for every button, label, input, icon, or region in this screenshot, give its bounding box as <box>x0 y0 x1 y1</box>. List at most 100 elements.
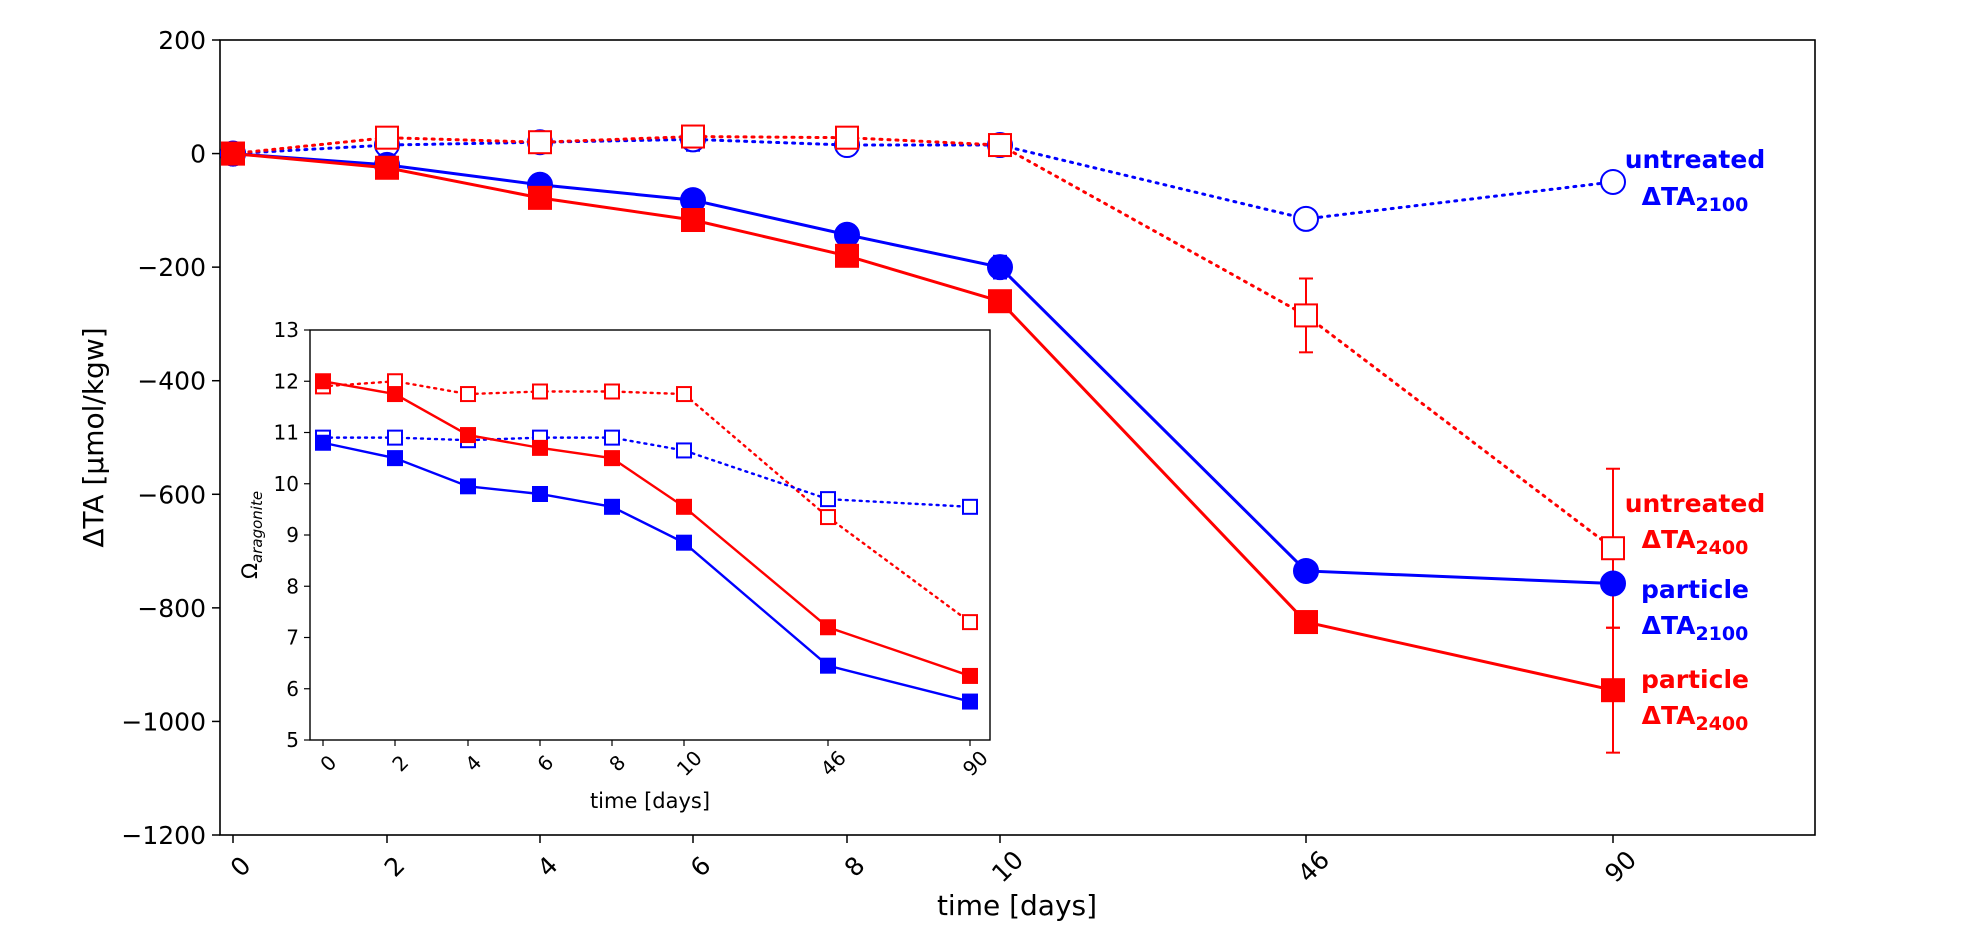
inset-data-point <box>676 534 692 551</box>
y-axis-label: ΔTA [µmol/kgw] <box>77 327 110 547</box>
inset-data-point <box>962 693 978 710</box>
x-tick-label: 10 <box>986 845 1029 888</box>
inset-series-line <box>321 380 972 624</box>
data-point <box>681 124 705 149</box>
inset-series-3 <box>315 434 978 710</box>
inset-series-line <box>321 441 972 703</box>
series-label-sub: ΔTA2100 <box>1642 182 1749 216</box>
inset-data-point <box>532 439 548 456</box>
data-point <box>528 185 552 210</box>
x-tick-label: 6 <box>685 851 717 883</box>
inset-data-point <box>962 498 978 515</box>
inset-x-tick-label: 2 <box>387 750 413 776</box>
series-label-sub: ΔTA2100 <box>1642 611 1749 645</box>
series-label: particle <box>1641 575 1749 604</box>
inset-x-axis-label: time [days] <box>590 789 710 813</box>
series-line <box>231 152 1615 692</box>
inset-y-tick-label: 7 <box>286 626 299 650</box>
inset-series-line <box>321 380 972 678</box>
inset-data-point <box>315 373 331 390</box>
inset-data-point <box>820 657 836 674</box>
data-point <box>1600 570 1626 597</box>
inset-data-point <box>604 383 620 400</box>
data-point <box>375 125 399 150</box>
inset-data-point <box>820 491 836 508</box>
series-labels: untreated ΔTA2100 untreated ΔTA2400 particle… <box>1625 145 1766 735</box>
series-3 <box>221 141 1625 754</box>
inset-data-point <box>676 442 692 459</box>
data-point <box>987 254 1013 281</box>
inset-data-point <box>460 478 476 495</box>
inset-frame <box>309 329 991 741</box>
data-point <box>1600 168 1626 195</box>
y-tick-label: −600 <box>137 480 206 509</box>
inset-y-tick-label: 9 <box>286 523 299 547</box>
inset-data-point <box>604 498 620 515</box>
data-point <box>1294 303 1318 328</box>
x-tick-label: 4 <box>532 851 564 883</box>
series-line <box>231 135 1615 550</box>
x-tick-label: 90 <box>1599 845 1642 888</box>
y-tick-label: −800 <box>137 594 206 623</box>
data-point <box>835 125 859 150</box>
y-tick-label: −1000 <box>121 707 206 736</box>
inset-data-point <box>532 383 548 400</box>
inset-x-tick-label: 4 <box>460 750 486 776</box>
data-point <box>221 141 245 166</box>
inset-data-point <box>532 486 548 502</box>
inset-x-tick-label: 90 <box>958 746 993 781</box>
inset-x-tick-label: 46 <box>816 746 851 781</box>
data-point <box>834 221 860 248</box>
inset-y-tick-label: 10 <box>274 472 299 496</box>
inset-series-2 <box>315 373 978 684</box>
x-tick-label: 2 <box>379 851 411 883</box>
series-label: particle <box>1641 665 1749 694</box>
inset-y-tick-label: 5 <box>286 728 299 752</box>
data-point <box>1601 678 1625 703</box>
inset-x-tick-label: 10 <box>672 746 707 781</box>
series-label: untreated <box>1625 145 1766 174</box>
data-point <box>1293 205 1319 232</box>
data-point <box>681 208 705 233</box>
x-tick-label: 46 <box>1292 845 1335 888</box>
inset-data-point <box>676 498 692 515</box>
data-point <box>1294 610 1318 635</box>
inset-data-point <box>387 429 403 446</box>
inset-series-line <box>321 436 972 509</box>
data-point <box>1601 536 1625 561</box>
x-axis-label: time [days] <box>937 889 1097 922</box>
series-0 <box>220 126 1626 232</box>
series-line <box>231 152 1615 585</box>
inset-y-tick-label: 6 <box>286 677 299 701</box>
series-label-sub: ΔTA2400 <box>1642 701 1749 735</box>
y-tick-label: −400 <box>137 367 206 396</box>
y-tick-label: −1200 <box>121 821 206 850</box>
plot-frame <box>219 39 1816 836</box>
inset-data-point <box>460 386 476 403</box>
y-tick-label: 200 <box>158 26 206 55</box>
data-point <box>988 289 1012 314</box>
inset-y-tick-label: 11 <box>274 421 299 445</box>
inset-x-tick-label: 0 <box>315 750 341 776</box>
inset-data-point <box>604 429 620 446</box>
inset-data-point <box>315 434 331 451</box>
series-line <box>231 137 1615 221</box>
data-point <box>528 130 552 155</box>
inset-y-tick-label: 8 <box>286 574 299 598</box>
inset-data-point <box>604 450 620 467</box>
inset-data-point <box>676 386 692 403</box>
data-point <box>835 243 859 268</box>
inset-data-point <box>460 427 476 444</box>
inset-x-tick-label: 6 <box>532 750 558 776</box>
x-tick-label: 0 <box>225 851 257 883</box>
inset-data-point <box>387 450 403 467</box>
data-point <box>375 155 399 180</box>
y-tick-label: 0 <box>190 140 206 169</box>
data-point <box>1293 557 1319 584</box>
series-label: untreated <box>1625 489 1766 518</box>
inset-data-point <box>387 386 403 403</box>
y-tick-label: −200 <box>137 253 206 282</box>
